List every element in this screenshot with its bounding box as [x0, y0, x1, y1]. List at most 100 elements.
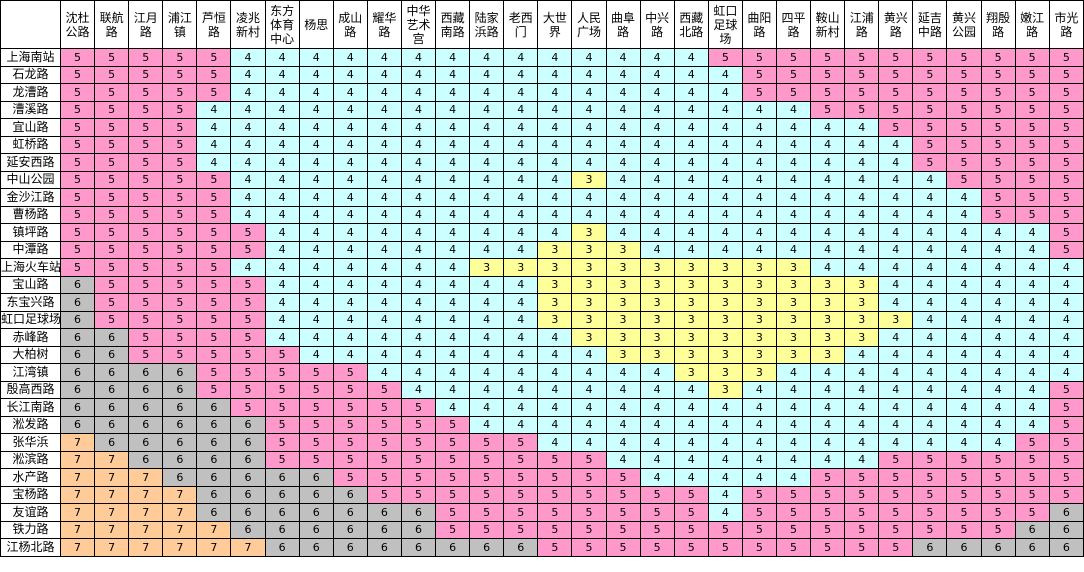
fare-matrix-table: 沈杜 公路 联航 路江月 路浦江 镇芦恒 路凌兆 新村 东方 体育 中心 杨思 成山 路… [0, 0, 1084, 557]
fare-cell: 4 [605, 83, 641, 102]
fare-cell: 4 [571, 188, 607, 207]
fare-cell: 5 [94, 100, 130, 119]
fare-cell: 5 [980, 503, 1016, 522]
fare-cell: 4 [844, 258, 880, 277]
fare-cell: 7 [162, 520, 198, 539]
fare-cell: 6 [980, 538, 1016, 557]
fare-cell: 5 [196, 48, 232, 67]
row-header: 江杨北路 [0, 538, 61, 557]
fare-cell: 5 [1014, 205, 1050, 224]
fare-cell: 3 [844, 293, 880, 312]
fare-cell: 5 [59, 135, 96, 154]
fare-cell: 4 [469, 398, 505, 417]
fare-cell: 4 [537, 398, 573, 417]
fare-cell: 5 [775, 48, 812, 67]
fare-cell: 4 [810, 205, 846, 224]
fare-cell: 4 [639, 170, 675, 189]
fare-cell: 5 [332, 433, 368, 452]
fare-cell: 5 [810, 468, 846, 487]
fare-cell: 4 [844, 118, 880, 137]
fare-cell: 4 [912, 293, 948, 312]
fare-cell: 5 [298, 380, 334, 399]
fare-cell: 4 [741, 205, 777, 224]
fare-cell: 4 [605, 135, 641, 154]
fare-cell: 4 [400, 135, 437, 154]
fare-cell: 6 [230, 433, 266, 452]
fare-cell: 5 [980, 520, 1016, 539]
fare-cell: 4 [298, 240, 334, 259]
fare-cell: 6 [264, 520, 300, 539]
fare-cell: 4 [844, 363, 880, 382]
fare-cell: 4 [469, 293, 505, 312]
fare-cell: 5 [844, 503, 880, 522]
fare-cell: 4 [332, 293, 368, 312]
fare-cell: 4 [332, 170, 368, 189]
fare-cell: 4 [400, 118, 437, 137]
fare-cell: 4 [230, 135, 266, 154]
fare-cell: 4 [298, 153, 334, 172]
fare-cell: 6 [230, 503, 266, 522]
fare-cell: 5 [946, 135, 982, 154]
fare-cell: 4 [946, 363, 982, 382]
fare-cell: 3 [707, 258, 743, 277]
fare-cell: 4 [912, 328, 948, 347]
fare-cell: 4 [639, 398, 675, 417]
fare-cell: 5 [810, 538, 846, 557]
column-header: 浦江 镇 [162, 0, 198, 49]
fare-cell: 4 [469, 83, 505, 102]
fare-cell: 5 [946, 485, 982, 504]
fare-cell: 4 [537, 188, 573, 207]
fare-cell: 4 [230, 153, 266, 172]
fare-cell: 4 [537, 205, 573, 224]
fare-cell: 6 [162, 380, 198, 399]
column-header: 曲阳 路 [741, 0, 777, 49]
fare-cell: 5 [128, 205, 164, 224]
fare-cell: 4 [946, 240, 982, 259]
fare-cell: 4 [673, 100, 709, 119]
fare-cell: 3 [741, 345, 777, 364]
fare-cell: 4 [435, 153, 471, 172]
fare-cell: 3 [537, 310, 573, 329]
fare-cell: 3 [571, 170, 607, 189]
fare-cell: 5 [128, 135, 164, 154]
fare-cell: 6 [128, 415, 164, 434]
fare-cell: 4 [400, 328, 437, 347]
fare-cell: 4 [878, 433, 914, 452]
fare-cell: 5 [1048, 153, 1084, 172]
fare-cell: 5 [673, 520, 709, 539]
column-header: 延吉 中路 [912, 0, 948, 49]
column-header: 西藏 北路 [673, 0, 709, 49]
fare-cell: 4 [1048, 345, 1084, 364]
table-body: 上海南站 5 5 5 5 5 4 4 4 4 4 4 4 4 4 4 4 4 4 4 5 5 5 5 5 5 5 5 5 5 5 石龙路 5 5 5… [0, 48, 1084, 557]
fare-cell: 4 [264, 293, 300, 312]
fare-cell: 4 [196, 153, 232, 172]
fare-cell: 5 [571, 538, 607, 557]
fare-cell: 4 [844, 398, 880, 417]
fare-cell: 4 [605, 433, 641, 452]
fare-cell: 5 [673, 485, 709, 504]
fare-cell: 5 [571, 485, 607, 504]
row-header: 曹杨路 [0, 205, 61, 224]
fare-cell: 5 [946, 170, 982, 189]
fare-cell: 4 [503, 293, 539, 312]
fare-cell: 4 [844, 188, 880, 207]
fare-cell: 4 [673, 65, 709, 84]
fare-cell: 4 [332, 153, 368, 172]
fare-cell: 4 [775, 188, 812, 207]
fare-cell: 4 [435, 275, 471, 294]
fare-cell: 4 [400, 345, 437, 364]
fare-cell: 4 [400, 293, 437, 312]
fare-cell: 5 [230, 398, 266, 417]
fare-cell: 5 [59, 188, 96, 207]
fare-cell: 4 [980, 380, 1016, 399]
fare-cell: 5 [162, 310, 198, 329]
fare-cell: 5 [196, 188, 232, 207]
fare-cell: 5 [94, 223, 130, 242]
fare-cell: 4 [503, 275, 539, 294]
fare-cell: 3 [673, 275, 709, 294]
row-header: 友谊路 [0, 503, 61, 522]
fare-cell: 5 [94, 118, 130, 137]
fare-cell: 5 [980, 65, 1016, 84]
fare-cell: 4 [571, 83, 607, 102]
fare-cell: 3 [741, 293, 777, 312]
